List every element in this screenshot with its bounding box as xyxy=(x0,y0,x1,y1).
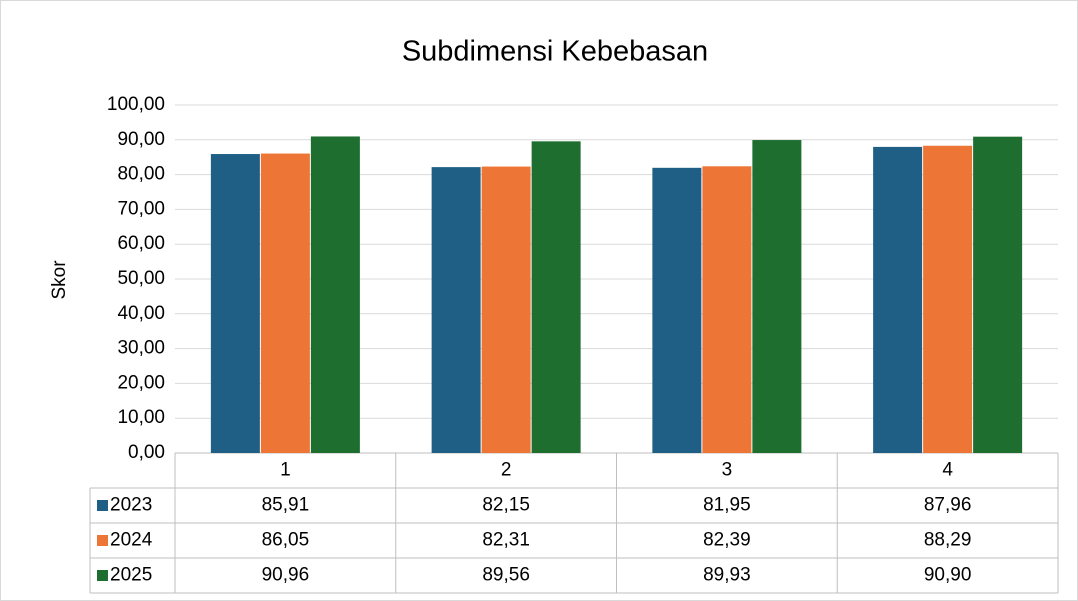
y-tick-label: 80,00 xyxy=(117,164,165,185)
bar xyxy=(260,153,310,453)
table-value: 82,15 xyxy=(482,495,530,516)
bar xyxy=(431,167,481,454)
legend-label: 2023 xyxy=(110,495,152,516)
table-value: 81,95 xyxy=(703,495,751,516)
table-value: 82,31 xyxy=(482,530,530,551)
y-tick-label: 10,00 xyxy=(117,407,165,428)
y-tick-label: 100,00 xyxy=(107,94,165,115)
table-value: 88,29 xyxy=(924,530,972,551)
x-tick-label: 2 xyxy=(501,460,512,481)
x-tick-label: 3 xyxy=(722,460,733,481)
table-value: 82,39 xyxy=(703,530,751,551)
table-value: 85,91 xyxy=(262,495,310,516)
y-tick-label: 40,00 xyxy=(117,303,165,324)
bar xyxy=(652,167,702,453)
y-tick-label: 90,00 xyxy=(117,129,165,150)
legend-label: 2024 xyxy=(110,530,153,551)
bar xyxy=(973,136,1023,453)
bar xyxy=(702,166,752,453)
x-tick-label: 4 xyxy=(942,460,953,481)
table-value: 90,96 xyxy=(262,565,310,586)
x-tick-label: 1 xyxy=(280,460,291,481)
bar xyxy=(752,140,802,454)
bar xyxy=(873,146,923,453)
legend-swatch xyxy=(97,500,108,511)
bar xyxy=(481,166,531,453)
table-value: 90,90 xyxy=(924,565,972,586)
y-axis-label: Skor xyxy=(49,260,70,300)
y-tick-label: 70,00 xyxy=(117,198,165,219)
bar xyxy=(923,145,973,453)
bar xyxy=(310,136,360,453)
bar xyxy=(210,154,260,453)
table-value: 89,56 xyxy=(482,565,530,586)
y-tick-label: 0,00 xyxy=(128,442,165,463)
y-tick-label: 50,00 xyxy=(117,268,165,289)
y-tick-label: 30,00 xyxy=(117,338,165,359)
legend-swatch xyxy=(97,570,108,581)
table-value: 86,05 xyxy=(262,530,310,551)
table-value: 89,93 xyxy=(703,565,751,586)
y-tick-label: 20,00 xyxy=(117,372,165,393)
table-value: 87,96 xyxy=(924,495,972,516)
legend-label: 2025 xyxy=(110,565,152,586)
y-tick-label: 60,00 xyxy=(117,233,165,254)
legend-swatch xyxy=(97,535,108,546)
chart-title: Subdimensi Kebebasan xyxy=(402,36,708,68)
bar xyxy=(531,141,581,453)
